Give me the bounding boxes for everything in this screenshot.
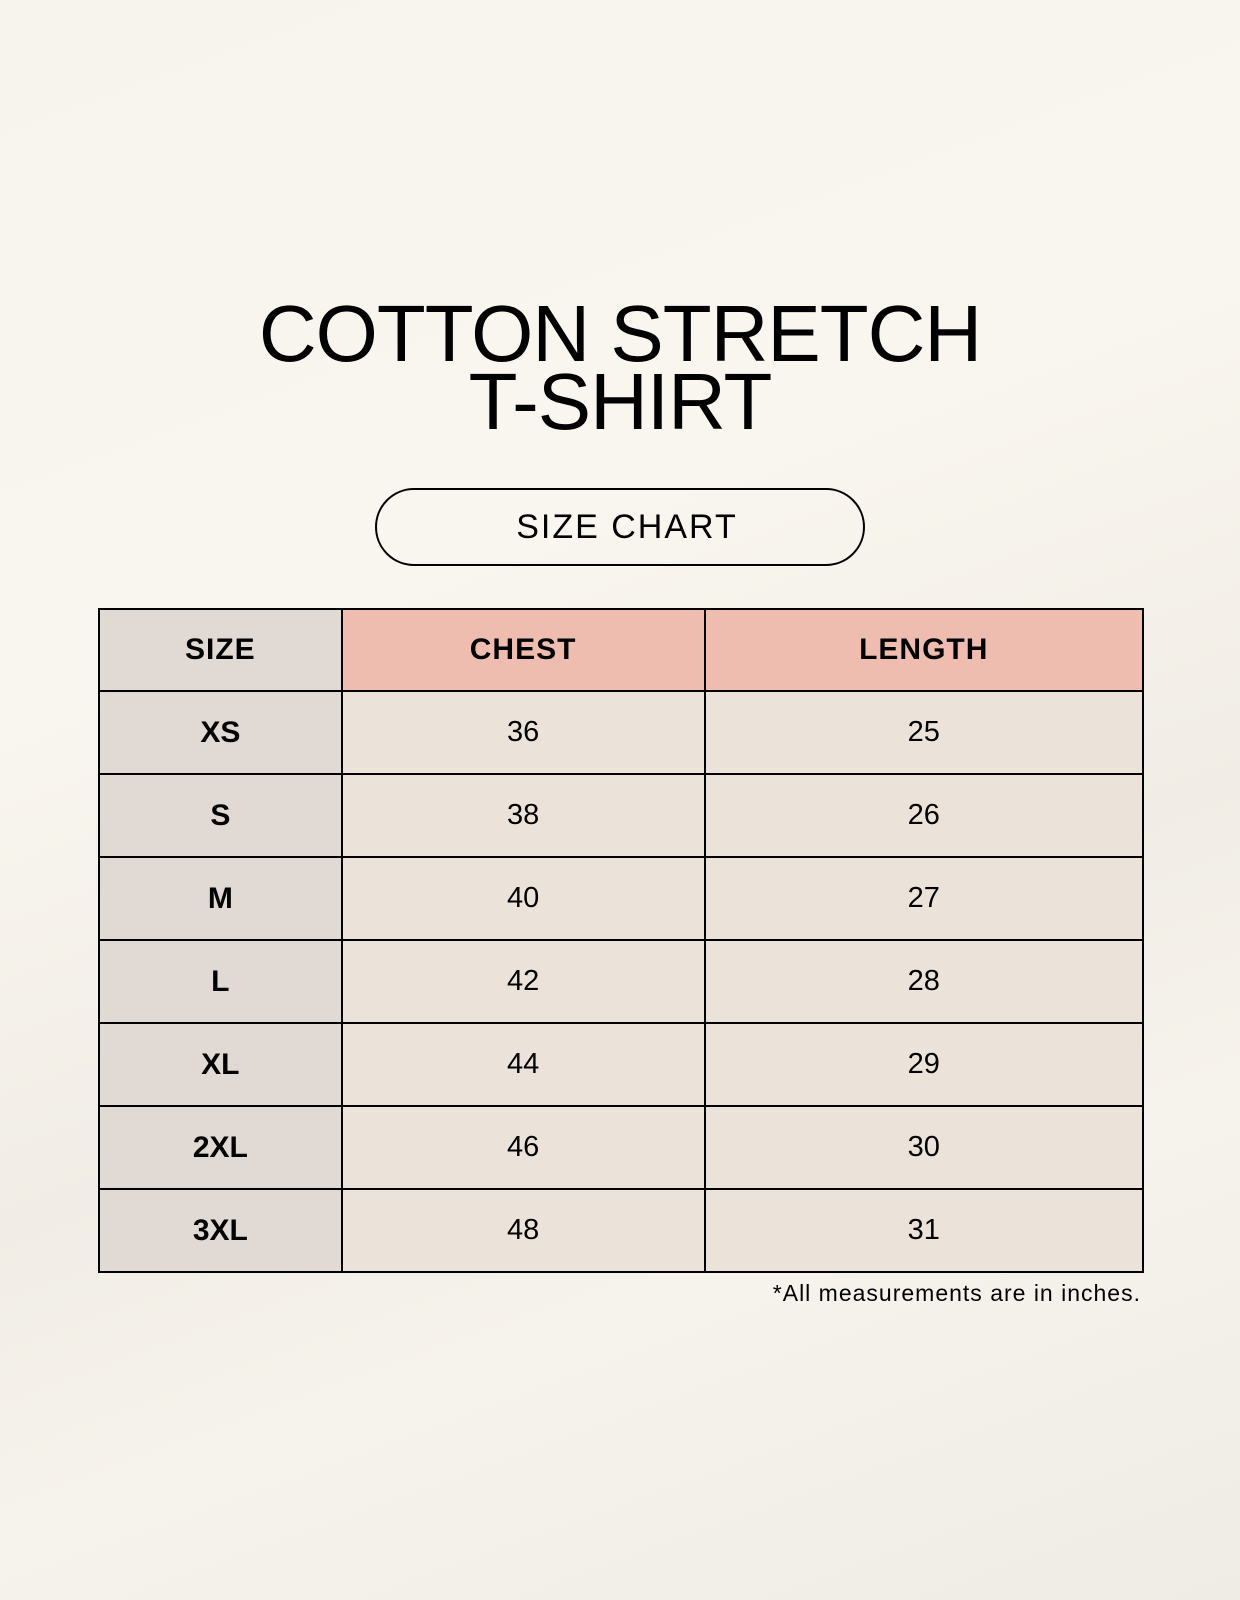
cell-chest: 46 [340,1105,706,1190]
table-header-row: SIZE CHEST LENGTH [98,608,1145,692]
cell-size: XL [98,1022,343,1107]
cell-chest: 44 [340,1022,706,1107]
size-chart-badge: SIZE CHART [375,488,865,566]
page-title: COTTON STRETCH T-SHIRT [0,289,1240,446]
footnote: *All measurements are in inches. [772,1280,1141,1306]
title-line-2: T-SHIRT [468,357,773,446]
title-line-1: COTTON STRETCH [258,289,982,378]
header-chest: CHEST [340,608,706,692]
table-row: XL 44 29 [98,1022,1145,1107]
cell-length: 27 [703,856,1145,941]
cell-length: 26 [703,773,1145,858]
cell-chest: 42 [340,939,706,1024]
table-row: S 38 26 [98,773,1145,858]
cell-chest: 48 [340,1188,706,1273]
cell-size: 3XL [98,1188,343,1273]
cell-size: XS [98,690,343,775]
table-row: M 40 27 [98,856,1145,941]
cell-length: 30 [703,1105,1145,1190]
cell-length: 25 [703,690,1145,775]
header-length: LENGTH [703,608,1145,692]
cell-size: 2XL [98,1105,343,1190]
table-row: 2XL 46 30 [98,1105,1145,1190]
cell-chest: 38 [340,773,706,858]
cell-chest: 36 [340,690,706,775]
table-row: 3XL 48 31 [98,1188,1145,1273]
table-row: XS 36 25 [98,690,1145,775]
cell-size: L [98,939,343,1024]
cell-chest: 40 [340,856,706,941]
cell-size: S [98,773,343,858]
cell-length: 28 [703,939,1145,1024]
cell-length: 29 [703,1022,1145,1107]
cell-length: 31 [703,1188,1145,1273]
cell-size: M [98,856,343,941]
size-table: SIZE CHEST LENGTH XS 36 25 S 38 26 M 40 27 L 42 28 X… [98,608,1145,1273]
header-size: SIZE [98,608,343,692]
table-row: L 42 28 [98,939,1145,1024]
